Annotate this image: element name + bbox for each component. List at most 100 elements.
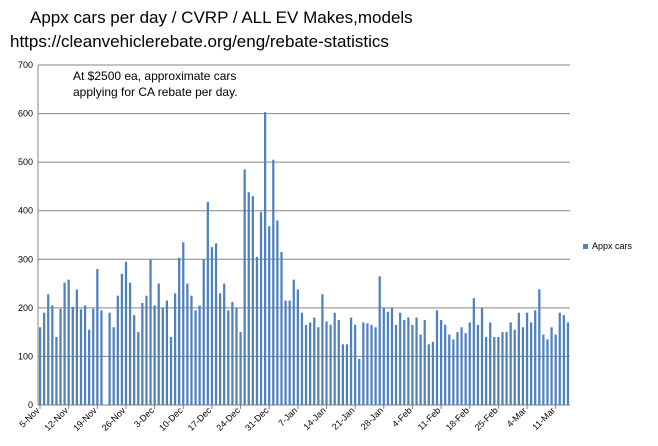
bar	[378, 276, 381, 405]
bar	[218, 293, 222, 405]
bar	[534, 310, 537, 405]
y-tick-label: 100	[18, 351, 33, 361]
bar	[423, 320, 426, 405]
bar	[484, 337, 488, 405]
legend-label: Appx cars	[592, 241, 633, 251]
bar	[280, 252, 283, 405]
bar	[304, 324, 308, 405]
bar	[366, 323, 369, 405]
bar	[501, 332, 504, 405]
bar	[448, 334, 451, 405]
bar	[386, 311, 390, 405]
x-tick-label: 12-Nov	[43, 405, 71, 433]
bar	[480, 307, 484, 405]
legend-swatch	[583, 244, 588, 249]
bar	[264, 112, 267, 406]
y-tick-label: 0	[28, 400, 33, 410]
bar	[239, 332, 242, 405]
bar	[284, 300, 287, 405]
bar	[43, 312, 46, 405]
annotation-line-1: At $2500 ea, approximate cars	[73, 69, 236, 83]
bar	[88, 329, 91, 405]
bar	[452, 339, 455, 405]
bar	[489, 322, 492, 405]
x-tick-label: 25-Feb	[473, 405, 500, 432]
bar	[554, 334, 557, 405]
x-tick-label: 4-Mar	[505, 405, 529, 429]
bar	[382, 307, 385, 405]
bar	[394, 324, 398, 405]
chart-subtitle-url: https://cleanvehiclerebate.org/eng/rebat…	[10, 32, 389, 51]
bar	[161, 307, 164, 405]
bar	[370, 324, 373, 405]
bar	[345, 344, 349, 405]
bar	[214, 243, 218, 405]
bar	[157, 283, 160, 405]
bar	[325, 321, 328, 405]
bar	[92, 308, 95, 405]
bar	[178, 257, 181, 405]
bar	[309, 322, 312, 405]
bar	[296, 289, 299, 405]
bar	[403, 320, 406, 405]
y-tick-label: 300	[18, 254, 33, 264]
bar	[206, 201, 209, 405]
bar	[292, 279, 295, 405]
bar	[128, 282, 132, 405]
bar	[415, 317, 418, 405]
bar	[202, 259, 205, 405]
bar	[521, 327, 525, 405]
bar	[182, 242, 185, 405]
bar	[38, 327, 42, 405]
bar	[124, 261, 128, 405]
bar	[51, 305, 54, 405]
bar	[517, 312, 520, 405]
bar	[186, 283, 189, 405]
bar	[431, 341, 435, 405]
bar	[550, 327, 553, 405]
bar	[341, 344, 344, 405]
y-tick-label: 700	[18, 60, 33, 70]
bar	[133, 315, 136, 405]
bar	[407, 317, 410, 405]
x-tick-label: 3-Dec	[132, 405, 156, 429]
bar	[259, 212, 263, 405]
bar	[468, 322, 471, 405]
x-tick-label: 11-Mar	[530, 405, 557, 432]
bar	[243, 169, 246, 405]
bar	[419, 334, 422, 405]
bar	[231, 302, 234, 405]
x-tick-label: 31-Dec	[243, 405, 271, 433]
bar	[472, 298, 475, 405]
bar	[141, 303, 144, 405]
bar	[235, 307, 238, 405]
x-tick-label: 10-Dec	[157, 405, 185, 433]
bar	[288, 300, 291, 405]
chart-title: Appx cars per day / CVRP / ALL EV Makes,…	[30, 8, 413, 27]
x-tick-label: 7-Jan	[276, 405, 299, 428]
bar	[227, 310, 230, 405]
bar	[300, 312, 304, 405]
bar	[460, 327, 463, 405]
bar	[456, 332, 459, 405]
bar	[497, 337, 500, 405]
bar	[108, 312, 111, 405]
bar	[362, 322, 365, 405]
y-tick-label: 600	[18, 109, 33, 119]
bar	[354, 324, 357, 405]
x-tick-label: 28-Jan	[359, 405, 386, 432]
bar	[317, 327, 320, 405]
bar	[525, 312, 529, 405]
bar	[120, 273, 124, 405]
bar	[272, 159, 275, 405]
bar	[67, 279, 70, 405]
bar	[71, 306, 74, 405]
bar	[75, 289, 78, 405]
bar	[276, 220, 279, 405]
bar	[251, 196, 254, 405]
y-tick-label: 500	[18, 157, 33, 167]
bar	[223, 283, 226, 405]
bar	[313, 317, 316, 405]
bar	[399, 312, 402, 405]
